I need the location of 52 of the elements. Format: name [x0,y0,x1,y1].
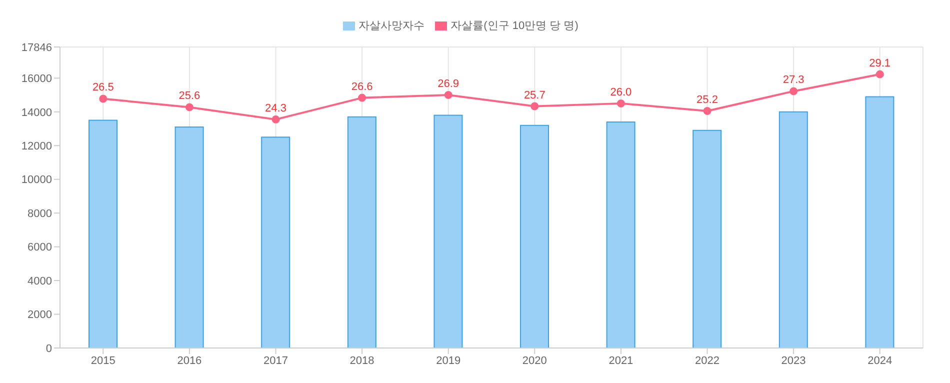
legend-label: 자살률(인구 10만명 당 명) [450,20,578,32]
point [99,94,108,103]
data-label: 25.2 [696,94,718,106]
x-tick-label: 2016 [177,354,202,367]
y-tick-label: 17846 [21,42,52,54]
legend-label: 자살사망자수 [358,20,425,32]
x-tick-label: 2019 [436,354,461,367]
bar [174,126,204,348]
y-tick-label: 12000 [21,140,52,153]
x-tick-label: 2021 [608,354,634,367]
bar [434,114,463,348]
bar [520,124,549,348]
data-label: 26.6 [351,80,373,93]
point [358,94,366,102]
x-tick-label: 2024 [868,354,892,367]
y-tick-label: 4000 [28,275,52,288]
y-tick-label: 2000 [28,309,52,322]
data-label: 26.0 [610,86,632,98]
bar [778,111,808,348]
point [272,115,280,124]
data-label: 25.6 [178,90,200,102]
point [876,70,884,78]
x-tick-label: 2018 [350,354,374,367]
x-tick-label: 2017 [264,354,288,367]
bar [347,116,376,348]
data-label: 27.3 [782,74,804,86]
point [530,102,539,110]
data-label: 26.5 [92,82,114,94]
y-tick-label: 0 [46,342,52,355]
y-tick-label: 16000 [21,73,52,86]
y-tick-label: 6000 [28,242,52,254]
bar [865,96,894,348]
y-tick-label: 10000 [21,174,52,186]
x-tick-label: 2020 [522,354,547,367]
data-label: 29.1 [869,57,891,70]
x-tick-label: 2023 [781,354,806,367]
data-label: 26.9 [438,78,460,90]
bar [692,130,722,348]
point [185,103,194,112]
bar [606,121,636,348]
bar [261,136,290,348]
y-tick-label: 14000 [21,106,52,119]
point [444,90,452,99]
y-tick-label: 8000 [28,208,52,220]
point [616,99,625,108]
x-tick-label: 2015 [90,354,116,367]
x-tick-label: 2022 [695,354,720,367]
bar [88,120,118,348]
data-label: 24.3 [265,102,286,114]
data-label: 25.7 [524,89,546,102]
point [790,87,798,96]
point [703,106,712,115]
